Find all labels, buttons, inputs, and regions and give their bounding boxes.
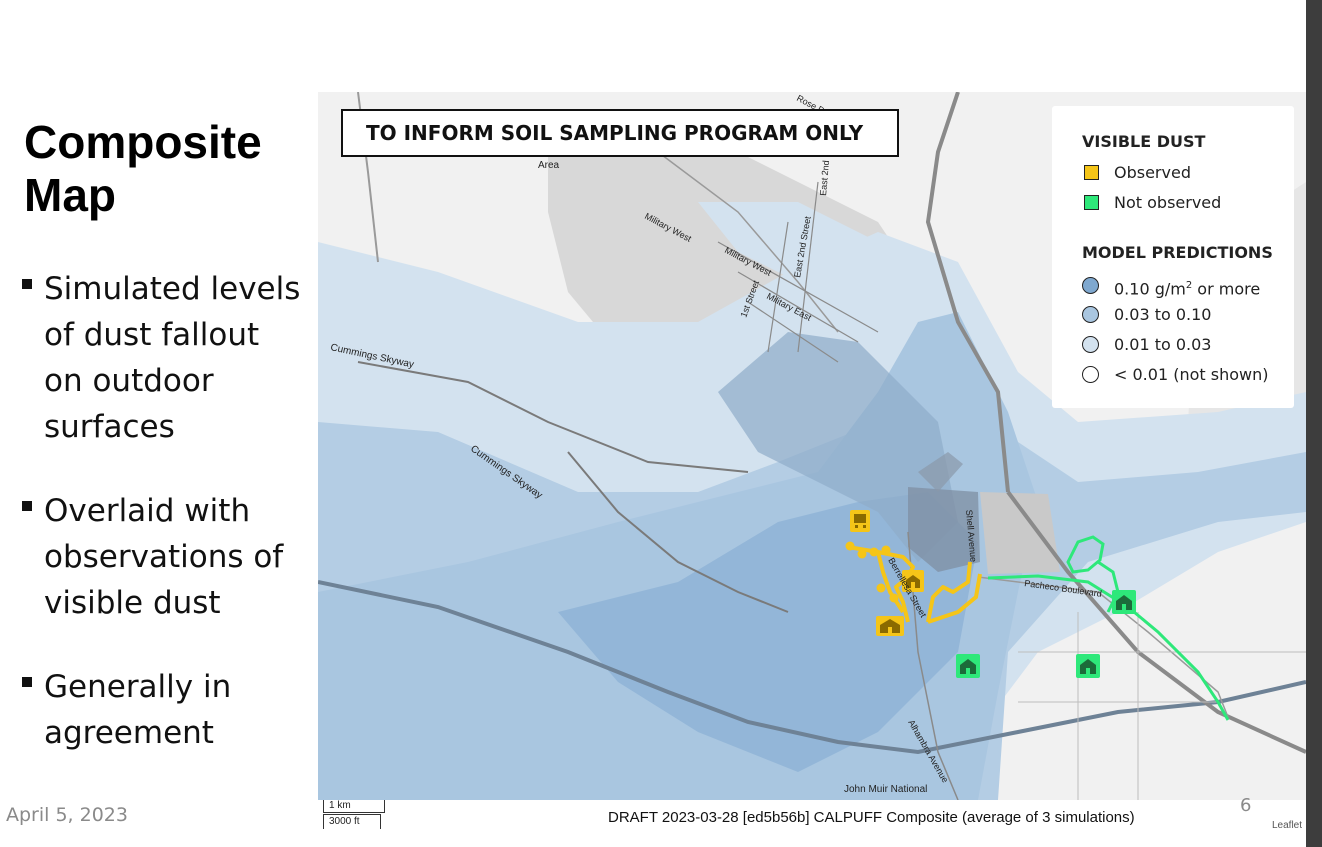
observed-swatch [1084,165,1099,180]
road [737,271,859,343]
map-legend: VISIBLE DUST Observed Not observed MODEL… [1052,106,1294,408]
school-icon[interactable] [956,654,980,678]
road [717,241,879,333]
dust-level-high [718,332,958,562]
composite-map[interactable]: Area Rose D East 2nd East 2nd Street Mil… [318,92,1306,800]
title-line: Map [24,169,116,221]
road-label: Area [538,160,560,171]
not-observed-dust-path [987,574,1230,721]
refinery-footprint [908,487,980,572]
title-line: Composite [24,116,262,168]
legend-label: Not observed [1114,193,1222,212]
bullet-text: Generally in [44,669,232,705]
level-swatch [1082,366,1099,383]
bullet-text: of dust fallout [44,317,260,353]
road [767,221,789,353]
scale-bar-km: 1 km [323,800,385,813]
legend-label: 0.03 to 0.10 [1114,305,1212,324]
highway [925,92,1010,493]
bullet-text: visible dust [44,585,221,621]
road-label: John Muir National [844,784,927,795]
level-swatch [1082,306,1099,323]
observed-dust-point [876,583,886,593]
legend-label: 0.01 to 0.03 [1114,335,1212,354]
bullet-text: Overlaid with [44,493,251,529]
legend-label: 0.10 g/m2 or more [1114,279,1261,299]
school-icon[interactable] [1076,654,1100,678]
scale-bar-ft: 3000 ft [323,814,381,829]
page-number: 6 [1240,795,1252,816]
road-label: East 2nd [818,160,831,196]
observed-dust-point [845,541,855,551]
bullet-text: on outdoor [44,363,214,399]
not-observed-dust-path [1066,535,1105,574]
bullet-item: Overlaid with observations of visible du… [20,488,310,626]
bullet-text: observations of [44,539,284,575]
legend-label: < 0.01 (not shown) [1114,365,1269,384]
leaflet-attribution[interactable]: Leaflet [1272,820,1303,831]
observed-dust-path [876,551,905,614]
bullet-text: agreement [44,715,214,751]
road [797,181,819,353]
observed-dust-path [926,561,972,623]
observed-dust-path [927,573,982,624]
map-scale: 1 km 3000 ft [323,800,385,830]
road [977,576,1229,718]
legend-label: Observed [1114,163,1191,182]
level-swatch [1082,277,1099,294]
observed-dust-point [881,545,891,555]
legend-heading: VISIBLE DUST [1082,132,1206,151]
level-swatch [1082,336,1099,353]
bullet-item: Generally in agreement [20,664,310,756]
bullet-marker [22,279,32,289]
refinery-footprint [918,452,963,492]
bullet-item: Simulated levels of dust fallout on outd… [20,266,310,450]
observed-dust-point [889,593,899,603]
map-banner: TO INFORM SOIL SAMPLING PROGRAM ONLY [341,109,899,157]
road [747,301,839,363]
slide-date: April 5, 2023 [6,804,128,826]
window-edge [1306,0,1322,847]
school-icon[interactable] [1112,590,1136,614]
slide-title: Composite Map [24,116,262,222]
bullet-marker [22,677,32,687]
observed-dust-point [869,547,879,557]
legend-heading: MODEL PREDICTIONS [1082,243,1273,262]
bullet-marker [22,501,32,511]
dust-level-low [698,202,878,292]
refinery-area [980,492,1060,574]
map-caption: DRAFT 2023-03-28 [ed5b56b] CALPUFF Compo… [608,809,1135,826]
road [357,361,749,473]
road [567,451,789,613]
not-observed-swatch [1084,195,1099,210]
train-icon[interactable] [850,510,870,532]
observed-dust-point [857,549,867,559]
school-icon[interactable] [902,570,924,592]
highway [318,580,1306,755]
bullet-text: Simulated levels [44,271,301,307]
road-label: Shell Avenue [964,509,979,562]
road [617,121,839,333]
school-icon[interactable] [876,616,904,636]
bullet-list: Simulated levels of dust fallout on outd… [20,266,310,794]
dust-level-high [558,492,978,772]
bullet-text: surfaces [44,409,175,445]
